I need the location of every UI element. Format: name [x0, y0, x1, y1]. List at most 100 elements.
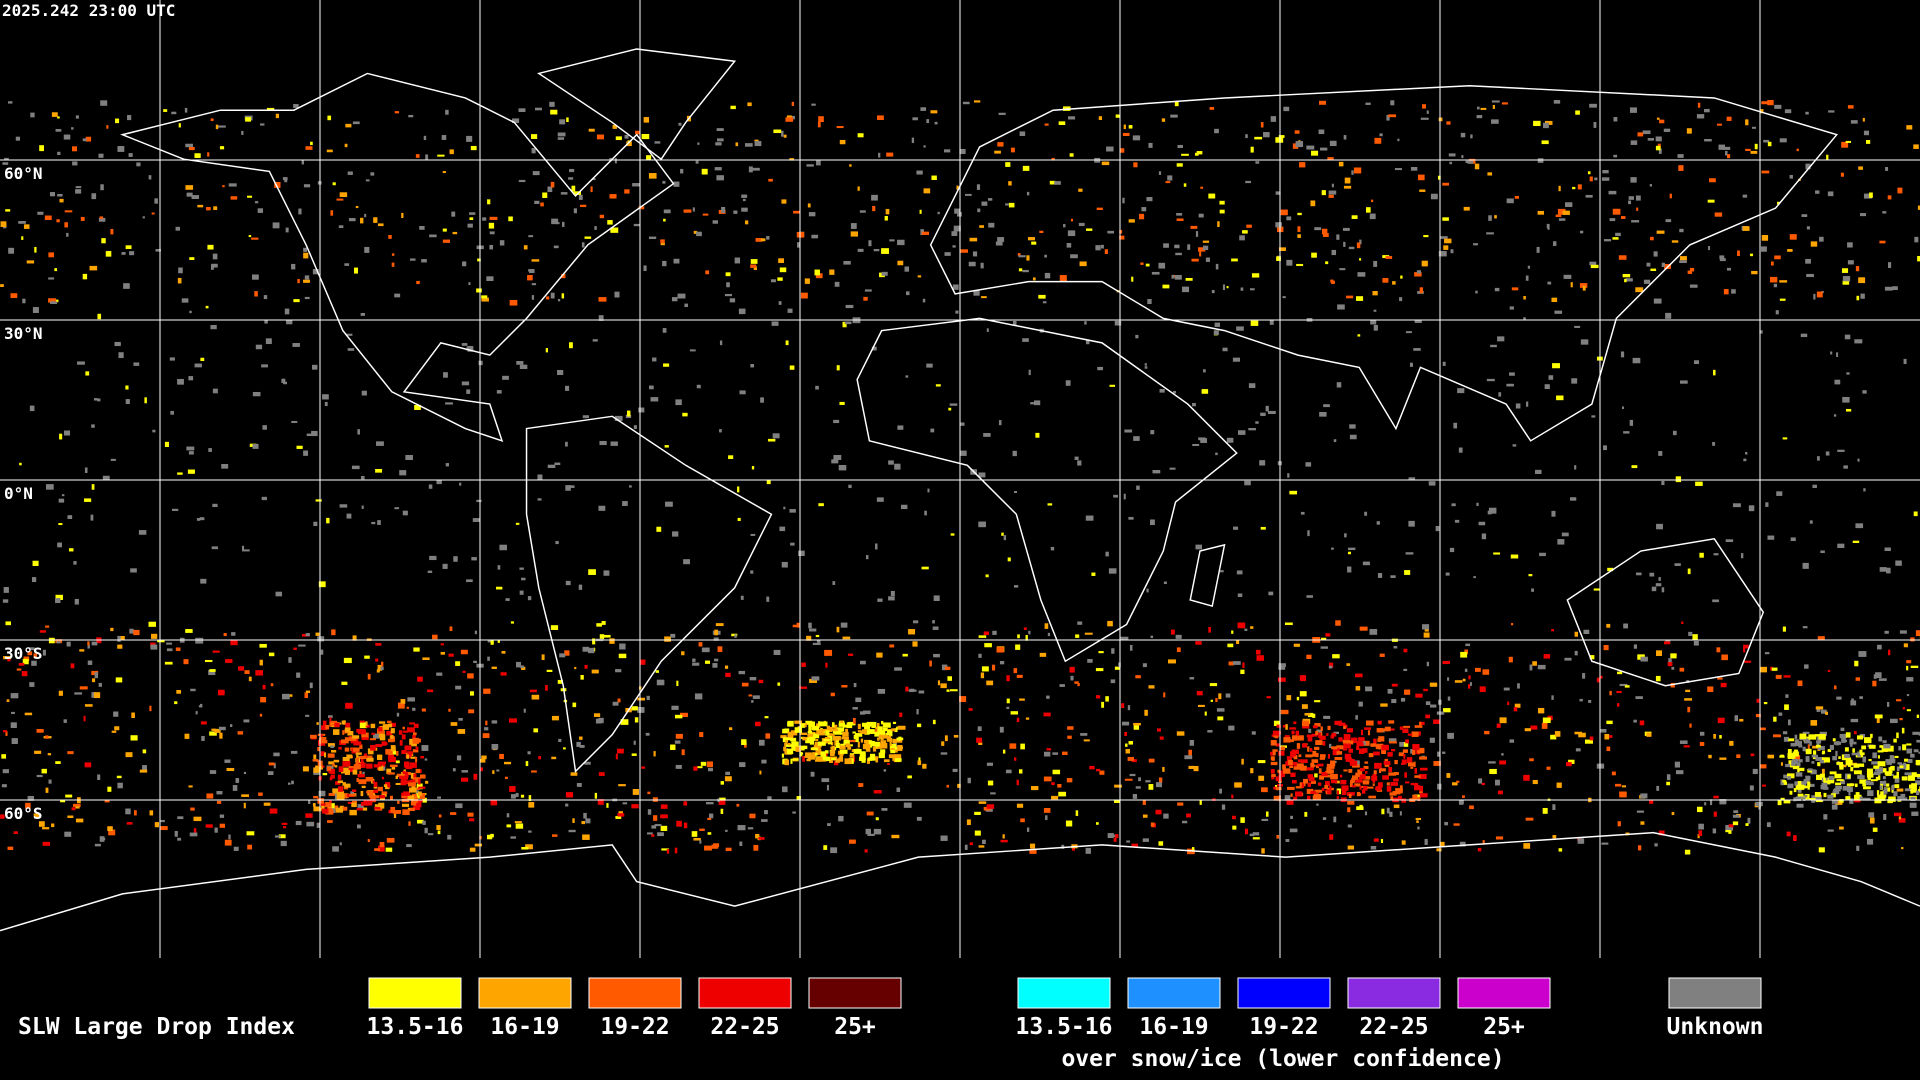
cloud-pixel [455, 685, 462, 690]
cloud-pixel [1707, 686, 1714, 693]
cloud-pixel [1514, 703, 1521, 708]
cloud-pixel [390, 722, 396, 727]
cloud-pixel [1314, 773, 1318, 778]
cloud-pixel [1186, 813, 1191, 818]
cloud-pixel [394, 507, 400, 510]
cloud-pixel [1839, 799, 1844, 803]
cloud-pixel [1326, 789, 1329, 792]
cloud-pixel [1666, 774, 1671, 781]
cloud-pixel [648, 173, 657, 179]
cloud-pixel [1329, 140, 1337, 147]
cloud-pixel [1158, 841, 1164, 846]
cloud-pixel [419, 226, 425, 230]
cloud-pixel [1779, 298, 1786, 301]
cloud-pixel [116, 775, 122, 779]
cloud-pixel [741, 739, 747, 746]
cloud-pixel [482, 733, 490, 739]
cloud-pixel [1219, 788, 1222, 794]
cloud-pixel [782, 786, 788, 793]
cloud-pixel [466, 579, 473, 583]
cloud-pixel [1297, 212, 1302, 216]
cloud-pixel [188, 146, 195, 151]
cloud-pixel [792, 811, 796, 814]
cloud-pixel [838, 464, 847, 471]
cloud-pixel [1643, 279, 1651, 284]
cloud-pixel [504, 776, 508, 780]
cloud-pixel [695, 160, 699, 164]
cloud-pixel [3, 656, 12, 660]
cloud-pixel [1813, 293, 1816, 300]
cloud-pixel [1911, 783, 1917, 790]
cloud-pixel [1658, 451, 1663, 456]
cloud-pixel [1859, 752, 1865, 756]
cloud-pixel [1896, 732, 1899, 739]
cloud-pixel [926, 363, 933, 368]
cloud-pixel [573, 191, 581, 195]
cloud-pixel [1044, 623, 1049, 629]
cloud-pixel [960, 450, 967, 456]
cloud-pixel [462, 261, 467, 267]
cloud-pixel [1511, 287, 1519, 291]
cloud-pixel [1742, 194, 1748, 198]
cloud-pixel [1656, 785, 1660, 791]
cloud-pixel [1844, 334, 1851, 340]
cloud-pixel [1796, 803, 1804, 808]
cloud-pixel [1351, 737, 1358, 744]
cloud-pixel [1194, 152, 1199, 156]
cloud-pixel [1898, 816, 1902, 820]
cloud-pixel [321, 725, 328, 731]
cloud-pixel [1755, 713, 1761, 718]
cloud-pixel [1621, 406, 1625, 409]
cloud-pixel [32, 307, 39, 313]
cloud-pixel [997, 142, 1004, 147]
cloud-pixel [681, 651, 685, 656]
cloud-pixel [67, 515, 73, 519]
cloud-pixel [1010, 147, 1015, 153]
cloud-pixel [1252, 837, 1260, 840]
cloud-pixel [351, 802, 357, 808]
cloud-pixel [417, 819, 424, 824]
cloud-pixel [1602, 170, 1609, 174]
cloud-pixel [734, 634, 737, 638]
cloud-pixel [875, 817, 879, 821]
cloud-pixel [713, 637, 719, 641]
cloud-pixel [346, 333, 353, 336]
cloud-pixel [882, 727, 888, 732]
cloud-pixel [572, 818, 575, 823]
cloud-pixel [1478, 778, 1483, 784]
cloud-pixel [599, 634, 605, 640]
cloud-pixel [413, 773, 417, 778]
cloud-pixel [1356, 742, 1364, 747]
cloud-pixel [1823, 792, 1827, 798]
cloud-pixel [304, 692, 309, 699]
cloud-pixel [66, 641, 71, 647]
cloud-pixel [345, 123, 352, 128]
cloud-pixel [1077, 460, 1082, 466]
cloud-pixel [378, 845, 385, 852]
cloud-pixel [490, 800, 498, 806]
cloud-pixel [281, 378, 286, 384]
cloud-pixel [1373, 770, 1377, 775]
cloud-pixel [1312, 725, 1318, 729]
cloud-pixel [1614, 783, 1622, 787]
cloud-pixel [537, 498, 542, 501]
cloud-pixel [297, 278, 300, 284]
cloud-pixel [1499, 760, 1506, 765]
cloud-pixel [1893, 738, 1897, 743]
legend-label: 22-25 [710, 1014, 779, 1040]
cloud-pixel [1882, 776, 1886, 780]
cloud-pixel [110, 228, 114, 235]
cloud-pixel [1884, 630, 1889, 634]
cloud-pixel [791, 758, 799, 761]
cloud-pixel [1425, 701, 1431, 706]
cloud-pixel [1473, 243, 1478, 246]
cloud-pixel [1029, 849, 1037, 854]
cloud-pixel [538, 755, 542, 760]
cloud-pixel [394, 293, 401, 298]
cloud-pixel [717, 646, 723, 653]
cloud-pixel [1364, 771, 1368, 774]
cloud-pixel [1271, 756, 1275, 761]
cloud-pixel [1334, 720, 1342, 726]
cloud-pixel [259, 659, 263, 666]
cloud-pixel [1732, 503, 1741, 508]
